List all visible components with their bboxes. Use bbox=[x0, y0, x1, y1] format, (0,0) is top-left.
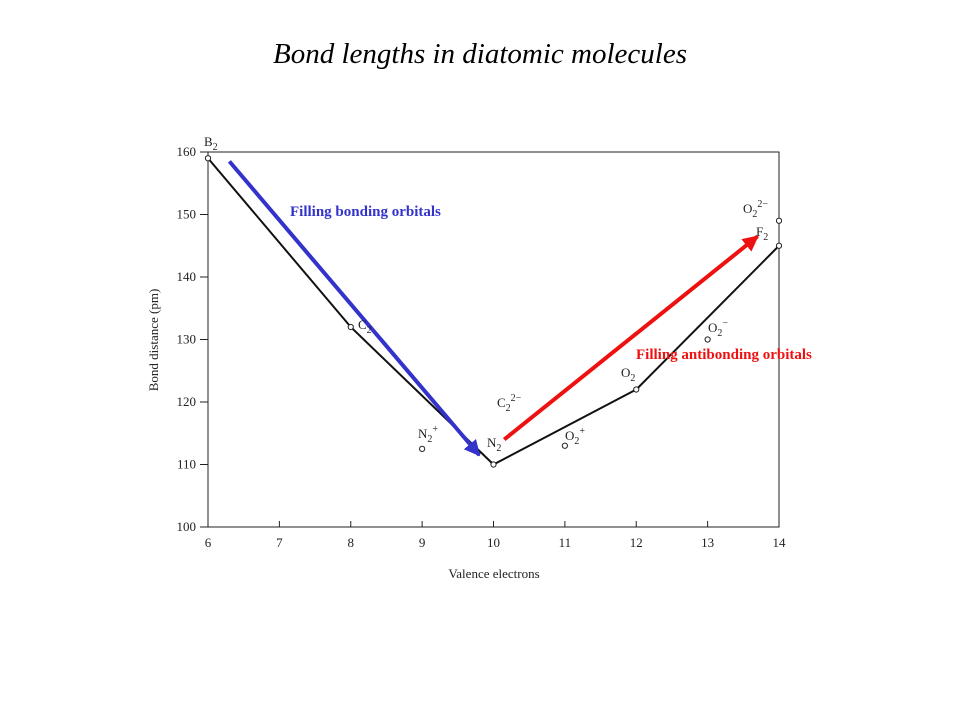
x-tick-label: 10 bbox=[487, 535, 500, 550]
y-tick-label: 120 bbox=[177, 394, 197, 409]
slide-title: Bond lengths in diatomic molecules bbox=[273, 38, 687, 70]
molecule-label: O2+ bbox=[565, 426, 585, 447]
bonding-arrow bbox=[227, 160, 481, 457]
ion-data-point bbox=[561, 442, 568, 449]
molecule-label: O2 bbox=[621, 365, 635, 384]
x-tick-label: 9 bbox=[419, 535, 426, 550]
x-tick-label: 11 bbox=[559, 535, 572, 550]
bonding-arrow-label: Filling bonding orbitals bbox=[290, 204, 441, 220]
y-tick-label: 110 bbox=[177, 457, 196, 472]
ion-data-point bbox=[419, 445, 426, 452]
x-tick-label: 12 bbox=[630, 535, 643, 550]
molecule-label: N2 bbox=[487, 435, 501, 454]
data-point bbox=[204, 155, 212, 162]
x-tick-label: 13 bbox=[701, 535, 714, 550]
molecule-label: B2 bbox=[204, 134, 218, 153]
data-point bbox=[490, 461, 497, 468]
x-tick-label: 7 bbox=[276, 535, 283, 550]
molecule-label: O22− bbox=[743, 199, 768, 220]
y-tick-label: 160 bbox=[177, 144, 197, 159]
molecule-label: N2+ bbox=[418, 424, 438, 445]
data-point bbox=[775, 242, 783, 249]
data-point bbox=[347, 323, 354, 331]
molecule-label: F2 bbox=[756, 224, 768, 243]
x-tick-label: 14 bbox=[773, 535, 787, 550]
y-tick-label: 130 bbox=[177, 332, 197, 347]
x-tick-label: 8 bbox=[348, 535, 355, 550]
y-tick-label: 140 bbox=[177, 269, 197, 284]
molecule-label: C2 bbox=[358, 317, 372, 336]
x-tick-label: 6 bbox=[205, 535, 212, 550]
antibonding-arrow-label: Filling antibonding orbitals bbox=[636, 347, 812, 363]
data-point bbox=[633, 386, 640, 393]
y-axis-label: Bond distance (pm) bbox=[146, 289, 161, 392]
ion-data-point bbox=[704, 336, 711, 343]
antibonding-arrow bbox=[502, 234, 759, 442]
x-axis-label: Valence electrons bbox=[448, 566, 539, 581]
molecule-label: C22− bbox=[497, 393, 522, 414]
ion-data-point bbox=[775, 217, 783, 224]
y-tick-label: 100 bbox=[177, 519, 197, 534]
molecule-label: O2− bbox=[708, 318, 728, 339]
y-tick-label: 150 bbox=[177, 207, 197, 222]
